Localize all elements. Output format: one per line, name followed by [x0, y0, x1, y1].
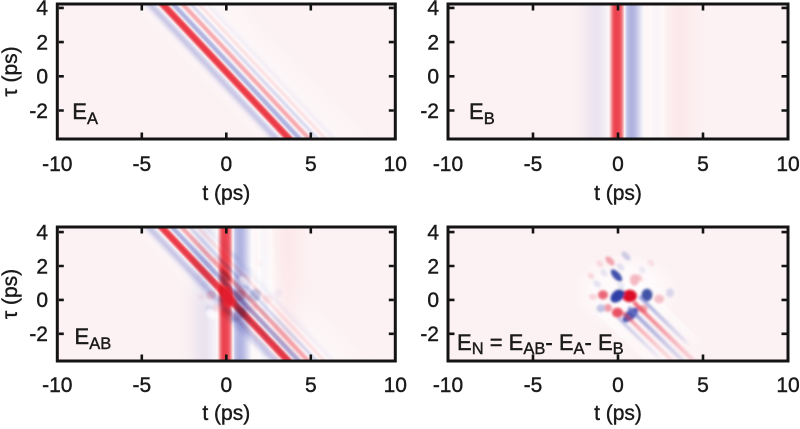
svg-text:10: 10	[384, 153, 407, 176]
svg-text:5: 5	[305, 153, 317, 176]
svg-text:-2: -2	[420, 323, 439, 346]
svg-text:4: 4	[36, 0, 48, 20]
svg-text:-5: -5	[132, 374, 151, 397]
svg-text:0: 0	[36, 289, 48, 312]
svg-text:10: 10	[776, 374, 799, 397]
svg-text:0: 0	[427, 289, 439, 312]
svg-text:2: 2	[427, 31, 439, 54]
svg-text:4: 4	[427, 221, 439, 244]
svg-text:10: 10	[776, 153, 799, 176]
svg-text:5: 5	[697, 374, 709, 397]
svg-text:EN = EAB- EA- EB: EN = EAB- EA- EB	[457, 330, 624, 358]
svg-text:-2: -2	[29, 323, 48, 346]
svg-text:0: 0	[36, 66, 48, 89]
svg-text:-10: -10	[433, 374, 463, 397]
svg-text:2: 2	[36, 31, 48, 54]
svg-text:-10: -10	[42, 153, 72, 176]
svg-text:τ (ps): τ (ps)	[0, 46, 22, 96]
svg-text:-2: -2	[29, 100, 48, 123]
svg-text:0: 0	[220, 153, 232, 176]
svg-text:-5: -5	[524, 153, 543, 176]
svg-text:t (ps): t (ps)	[594, 402, 642, 425]
svg-text:0: 0	[427, 66, 439, 89]
svg-text:τ (ps): τ (ps)	[0, 269, 22, 319]
svg-text:4: 4	[427, 0, 439, 20]
svg-text:-5: -5	[132, 153, 151, 176]
svg-text:EB: EB	[469, 99, 495, 128]
svg-text:t (ps): t (ps)	[202, 182, 250, 205]
svg-text:t (ps): t (ps)	[594, 182, 642, 205]
svg-text:5: 5	[697, 153, 709, 176]
svg-text:2: 2	[427, 255, 439, 278]
svg-text:0: 0	[612, 153, 624, 176]
svg-text:10: 10	[384, 374, 407, 397]
svg-text:-5: -5	[524, 374, 543, 397]
svg-text:5: 5	[305, 374, 317, 397]
svg-text:t (ps): t (ps)	[202, 402, 250, 425]
svg-text:0: 0	[612, 374, 624, 397]
svg-text:-2: -2	[420, 100, 439, 123]
svg-text:-10: -10	[42, 374, 72, 397]
svg-text:-10: -10	[433, 153, 463, 176]
svg-text:4: 4	[36, 221, 48, 244]
svg-text:2: 2	[36, 255, 48, 278]
svg-text:0: 0	[220, 374, 232, 397]
